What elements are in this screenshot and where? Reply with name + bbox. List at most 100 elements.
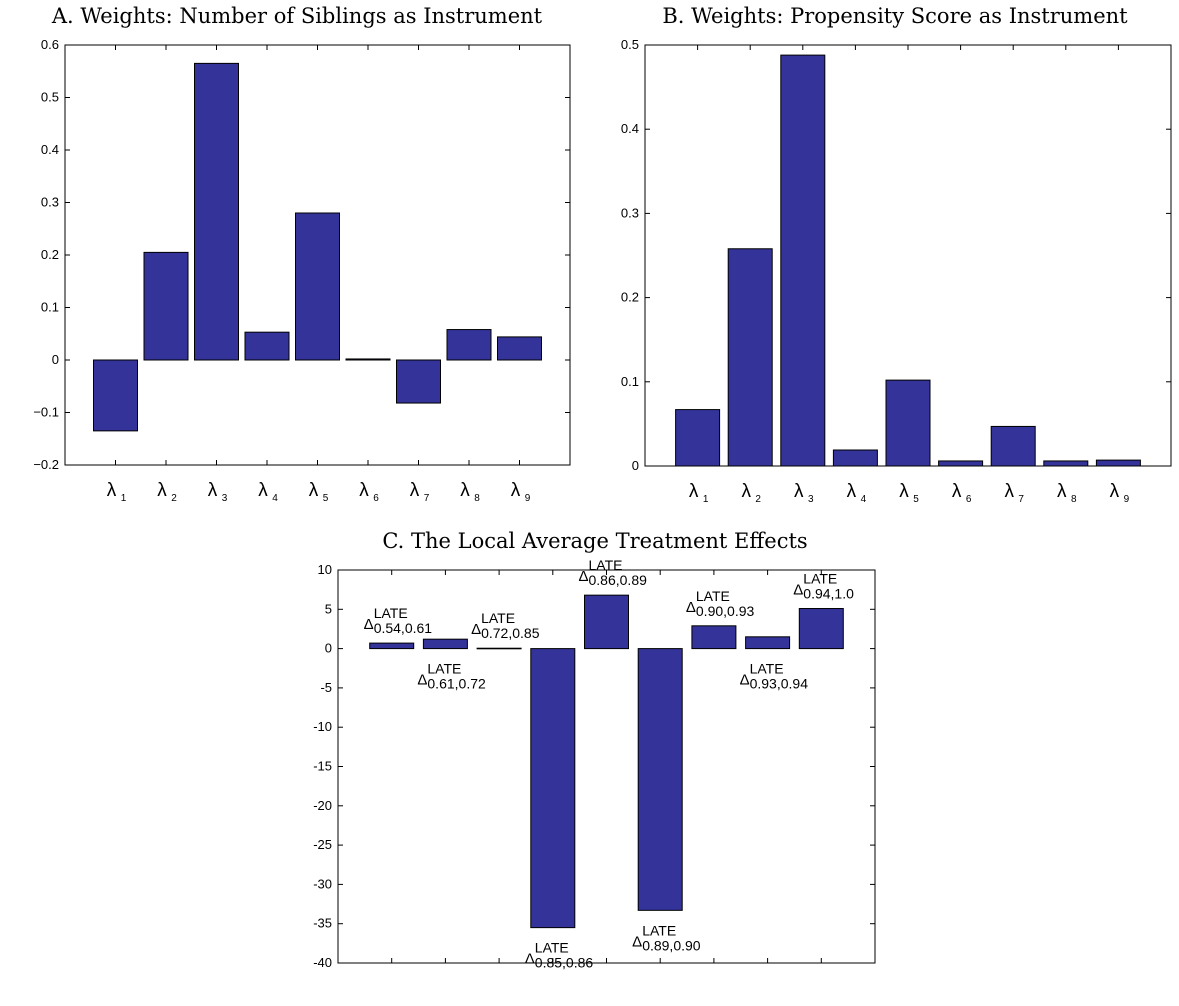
late-superscript: LATE	[589, 557, 623, 573]
bar	[497, 336, 542, 361]
late-superscript: LATE	[750, 661, 784, 677]
bar	[637, 648, 683, 911]
x-category-subscript: 4	[272, 493, 278, 504]
y-tick-label: -20	[313, 798, 332, 813]
x-category-label: λ	[741, 481, 751, 502]
x-category-label: λ	[794, 481, 804, 502]
panel-c-title: C. The Local Average Treatment Effects	[382, 529, 807, 553]
bar	[727, 248, 773, 467]
late-subscript: 0.72,0.85	[481, 625, 540, 641]
x-category-label: λ	[689, 481, 699, 502]
x-category-label: λ	[258, 480, 268, 501]
x-category-subscript: 2	[755, 494, 761, 505]
x-category-subscript: 9	[1124, 494, 1130, 505]
late-delta-symbol: Δ	[364, 616, 374, 633]
y-tick-label: 0.3	[621, 205, 639, 220]
bar	[446, 329, 492, 361]
late-superscript: LATE	[642, 922, 676, 938]
y-tick-label: 0.1	[621, 374, 639, 389]
y-tick-label: -25	[313, 837, 332, 852]
x-category-label: λ	[359, 480, 369, 501]
y-tick-label: 0.2	[621, 290, 639, 305]
y-tick-label: 0.5	[621, 37, 639, 52]
y-tick-label: -40	[313, 955, 332, 970]
y-tick-label: 0.2	[41, 247, 59, 262]
y-tick-label: 0	[632, 458, 639, 473]
bar	[832, 449, 878, 467]
late-delta-symbol: Δ	[632, 933, 642, 950]
late-subscript: 0.93,0.94	[750, 676, 809, 692]
y-tick-label: -10	[313, 719, 332, 734]
bar	[345, 358, 391, 361]
late-superscript: LATE	[696, 588, 730, 604]
x-category-subscript: 7	[424, 493, 430, 504]
x-category-subscript: 1	[703, 494, 709, 505]
bar	[1095, 459, 1141, 467]
bar	[885, 379, 931, 467]
late-subscript: 0.90,0.93	[696, 603, 755, 619]
bar	[691, 625, 737, 650]
x-category-label: λ	[157, 480, 167, 501]
x-category-subscript: 3	[808, 494, 814, 505]
bar	[476, 647, 522, 650]
bar	[396, 359, 441, 404]
y-tick-label: -5	[320, 680, 332, 695]
x-category-subscript: 4	[861, 494, 867, 505]
y-tick-label: 0	[52, 352, 59, 367]
late-delta-symbol: Δ	[471, 621, 481, 638]
panel-c-chart: -40-35-30-25-20-15-10-50510ΔLATE0.54,0.6…	[313, 557, 876, 971]
bar	[780, 54, 826, 467]
x-category-label: λ	[511, 480, 521, 501]
x-category-subscript: 6	[373, 493, 379, 504]
y-tick-label: −0.1	[33, 405, 59, 420]
late-delta-symbol: Δ	[525, 951, 535, 968]
y-tick-label: 0	[325, 641, 332, 656]
y-tick-label: 5	[325, 601, 332, 616]
x-category-label: λ	[107, 480, 117, 501]
x-category-label: λ	[952, 481, 962, 502]
late-subscript: 0.89,0.90	[642, 937, 701, 953]
y-tick-label: 0.4	[621, 121, 639, 136]
x-category-label: λ	[208, 480, 218, 501]
late-subscript: 0.86,0.89	[589, 572, 648, 588]
late-delta-symbol: Δ	[793, 582, 803, 599]
bar	[295, 212, 340, 361]
late-delta-symbol: Δ	[686, 599, 696, 616]
panel-a-title: A. Weights: Number of Siblings as Instru…	[51, 4, 543, 28]
x-category-subscript: 6	[966, 494, 972, 505]
late-subscript: 0.94,1.0	[803, 586, 854, 602]
late-subscript: 0.61,0.72	[427, 676, 486, 692]
bar	[422, 638, 468, 650]
x-category-subscript: 2	[171, 493, 177, 504]
y-tick-label: 0.6	[41, 37, 59, 52]
x-category-label: λ	[899, 481, 909, 502]
x-category-subscript: 3	[222, 493, 228, 504]
late-superscript: LATE	[481, 610, 515, 626]
bar	[93, 359, 138, 432]
bar	[143, 251, 189, 361]
bar	[1043, 460, 1089, 467]
late-subscript: 0.54,0.61	[374, 620, 433, 636]
bar	[990, 425, 1036, 467]
y-tick-label: 0.3	[41, 195, 59, 210]
late-superscript: LATE	[535, 940, 569, 956]
bar	[194, 62, 239, 361]
x-category-label: λ	[309, 480, 319, 501]
y-tick-label: 10	[318, 562, 332, 577]
x-category-label: λ	[410, 480, 420, 501]
bar	[745, 636, 791, 650]
panel-b-chart: 00.10.20.30.40.5λ 1 λ 2 λ 3 λ 4 λ 5 λ 6 λ 7 λ 8 λ 9	[621, 37, 1172, 505]
y-tick-label: -30	[313, 876, 332, 891]
bar	[530, 648, 576, 929]
y-tick-label: -35	[313, 916, 332, 931]
x-category-subscript: 1	[121, 493, 127, 504]
x-category-subscript: 9	[525, 493, 531, 504]
y-tick-label: -15	[313, 759, 332, 774]
bar	[798, 608, 844, 650]
late-delta-symbol: Δ	[740, 672, 750, 689]
bar	[675, 409, 721, 467]
bar	[244, 331, 290, 361]
x-category-label: λ	[1004, 481, 1014, 502]
x-category-label: λ	[1110, 481, 1120, 502]
